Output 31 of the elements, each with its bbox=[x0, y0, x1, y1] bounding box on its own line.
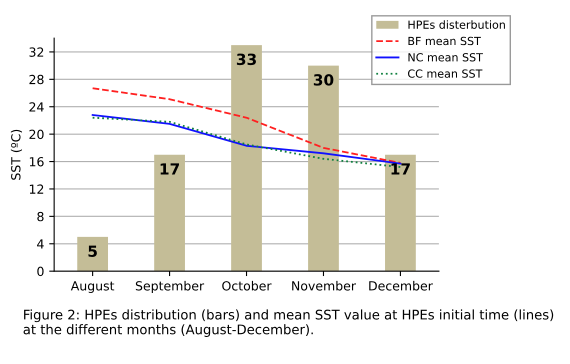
legend-label: CC mean SST bbox=[408, 69, 482, 78]
y-tick-label: 16 bbox=[30, 157, 44, 166]
data-label: 17 bbox=[160, 163, 179, 175]
data-label: 17 bbox=[392, 163, 410, 175]
data-label: 30 bbox=[314, 74, 334, 86]
y-axis-title: SST (ºC) bbox=[10, 130, 22, 180]
data-label: 33 bbox=[236, 54, 256, 66]
y-tick-label: 20 bbox=[29, 130, 44, 140]
y-tick-label: 24 bbox=[29, 102, 44, 112]
legend-label: HPEs disterbution bbox=[408, 20, 505, 29]
legend-label: BF mean SST bbox=[408, 36, 481, 46]
y-tick-label: 0 bbox=[37, 266, 44, 276]
x-tick-label: October bbox=[222, 280, 272, 291]
y-tick-label: 32 bbox=[29, 47, 44, 57]
caption: Figure 2: HPEs distribution (bars) and mean SST value at HPEs initial time (lines) at the different months (August-December). bbox=[24, 309, 554, 337]
bar bbox=[231, 45, 262, 272]
data-label: 5 bbox=[88, 246, 97, 257]
x-tick-label: December bbox=[369, 280, 433, 291]
bar bbox=[308, 66, 339, 272]
x-tick-label: November bbox=[292, 280, 356, 291]
x-tick-label: August bbox=[70, 281, 114, 293]
y-tick-label: 8 bbox=[37, 212, 44, 222]
bar bbox=[77, 236, 108, 272]
bar bbox=[154, 154, 185, 272]
bar bbox=[385, 154, 416, 272]
y-tick-label: 12 bbox=[30, 184, 44, 194]
legend-label: NC mean SST bbox=[408, 53, 483, 62]
line-series bbox=[92, 87, 402, 164]
y-tick-label: 28 bbox=[29, 74, 44, 84]
y-tick-label: 4 bbox=[37, 239, 44, 249]
x-tick-label: September bbox=[136, 280, 204, 293]
